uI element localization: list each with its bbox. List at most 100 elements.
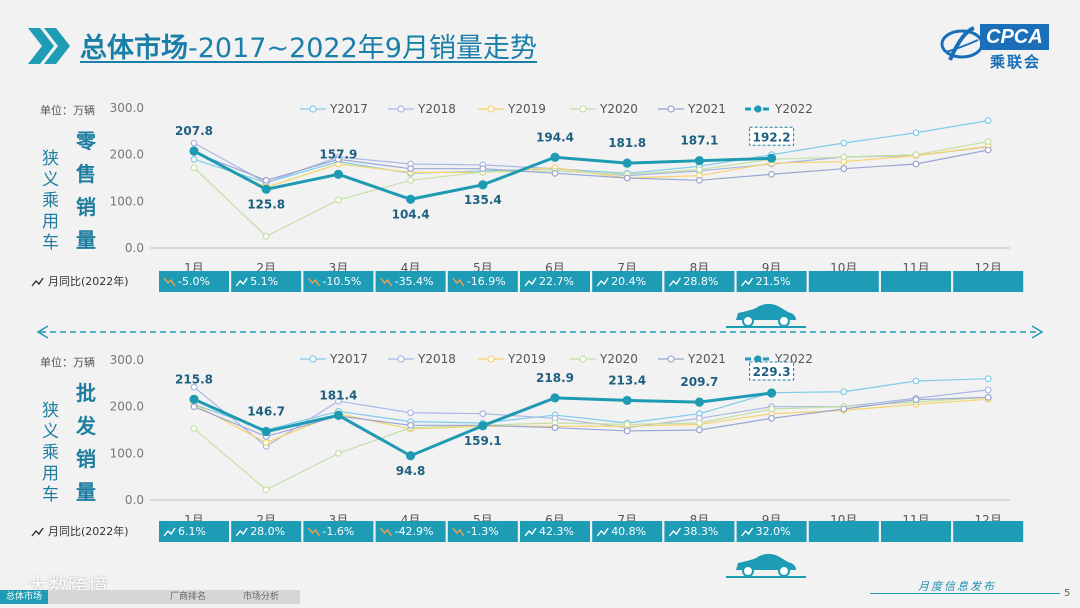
yoy-value: 20.4% <box>611 275 646 288</box>
data-point-y2022 <box>766 388 777 398</box>
data-point-y2022 <box>550 152 560 162</box>
yoy-cell <box>736 271 807 292</box>
y-tick-label: 0.0 <box>125 241 144 255</box>
category-label-char: 批 <box>76 381 96 405</box>
footer-tab-analysis[interactable]: 市场分析 <box>243 592 280 602</box>
data-point-y2017 <box>984 117 992 124</box>
y-tick-label: 200.0 <box>110 148 144 162</box>
footer-tab-ranking[interactable]: 厂商排名 <box>170 592 207 602</box>
data-label: 181.8 <box>608 136 646 150</box>
data-point-y2022 <box>622 158 632 168</box>
cpca-logo: CPCA 乘联会 <box>940 22 1060 72</box>
divider-arrow-left-icon <box>36 325 49 339</box>
trend-up-icon <box>235 527 248 537</box>
legend-entry: Y2019 <box>507 102 546 116</box>
y-tick-label: 300.0 <box>110 101 144 115</box>
data-point-y2021 <box>407 165 415 173</box>
trend-up-icon <box>163 527 176 537</box>
data-point-y2017 <box>912 377 920 385</box>
trend-down-icon <box>307 527 320 537</box>
y-tick-label: 100.0 <box>110 446 144 460</box>
data-point-y2022 <box>189 394 199 404</box>
yoy-value: 28.8% <box>683 275 718 288</box>
data-point-y2021 <box>479 165 487 173</box>
category-label-char: 发 <box>75 414 97 438</box>
yoy-value: 6.1% <box>178 525 206 538</box>
trend-down-icon <box>452 527 465 537</box>
legend-entry: Y2020 <box>599 352 638 366</box>
data-point-y2021 <box>696 176 703 184</box>
legend-swatch-marker <box>309 105 317 113</box>
data-label: 135.4 <box>464 193 502 207</box>
data-label: 146.7 <box>247 405 285 419</box>
data-point-y2021 <box>912 396 920 404</box>
yoy-cell <box>736 521 807 542</box>
data-point-y2021 <box>840 165 848 173</box>
data-label: 94.8 <box>396 464 426 478</box>
data-point-y2021 <box>623 427 631 435</box>
legend-swatch-marker <box>579 105 587 113</box>
data-label: 213.4 <box>608 373 646 387</box>
data-point-y2022 <box>478 180 488 190</box>
data-point-y2021 <box>190 403 198 411</box>
legend-entry: Y2022 <box>774 102 813 116</box>
side-label-char: 义 <box>42 170 59 190</box>
data-label: 125.8 <box>247 197 285 211</box>
data-point-y2017 <box>840 139 848 147</box>
legend-entry: Y2021 <box>687 352 726 366</box>
series-line-y2021 <box>193 149 989 181</box>
yoy-cell <box>447 521 518 542</box>
data-point-y2020 <box>407 176 415 184</box>
data-point-y2022 <box>550 393 560 403</box>
data-point-y2021 <box>912 160 920 168</box>
legend-swatch-marker <box>754 355 762 363</box>
trend-up-icon <box>668 277 681 287</box>
legend-swatch-marker <box>309 355 317 363</box>
yoy-cell <box>303 271 374 292</box>
data-point-y2018 <box>984 386 992 394</box>
category-label-char: 零 <box>75 129 97 153</box>
yoy-cell <box>447 271 518 292</box>
yoy-value: 32.0% <box>756 525 791 538</box>
yoy-cell <box>375 271 446 292</box>
legend-entry: Y2021 <box>687 102 726 116</box>
car-icon <box>726 553 806 578</box>
data-point-y2022 <box>333 169 343 179</box>
yoy-cell <box>953 521 1024 542</box>
legend-swatch-marker <box>754 105 762 113</box>
car-wheel <box>742 565 754 577</box>
legend-swatch-marker <box>667 105 675 113</box>
footer-divider <box>870 593 1060 594</box>
car-wheel <box>778 565 790 577</box>
page-title: 总体市场-2017~2022年9月销量走势 <box>80 26 537 65</box>
divider-arrow-right-icon <box>1031 325 1044 339</box>
trend-up-icon <box>596 527 609 537</box>
trend-up-icon <box>741 527 754 537</box>
data-point-y2022 <box>406 451 416 461</box>
data-point-y2020 <box>912 151 920 159</box>
side-label-char: 狭 <box>42 149 59 169</box>
series-line-y2020 <box>193 141 989 238</box>
trend-down-icon <box>380 277 393 287</box>
data-point-y2021 <box>768 170 775 178</box>
data-point-y2017 <box>190 155 198 163</box>
double-chevron-icon <box>28 28 70 64</box>
data-point-y2021 <box>623 174 631 182</box>
y-tick-label: 200.0 <box>110 400 144 414</box>
page-title-main: 总体市场 <box>80 33 188 64</box>
yoy-cell <box>592 271 663 292</box>
data-point-y2020 <box>335 449 342 457</box>
yoy-cell <box>375 521 446 542</box>
footer-tab-market[interactable]: 总体市场 <box>0 590 49 604</box>
trend-up-icon <box>524 277 537 287</box>
series-line-y2018 <box>193 142 989 184</box>
side-label-char: 乘 <box>42 191 59 211</box>
yoy-row-label: 月同比(2022年) <box>48 274 129 288</box>
legend-entry: Y2019 <box>507 352 546 366</box>
y-tick-label: 300.0 <box>110 353 144 367</box>
highlight-box <box>749 126 795 146</box>
data-point-y2022 <box>694 397 705 407</box>
legend-entry: Y2020 <box>599 102 638 116</box>
data-point-y2022 <box>189 146 199 156</box>
